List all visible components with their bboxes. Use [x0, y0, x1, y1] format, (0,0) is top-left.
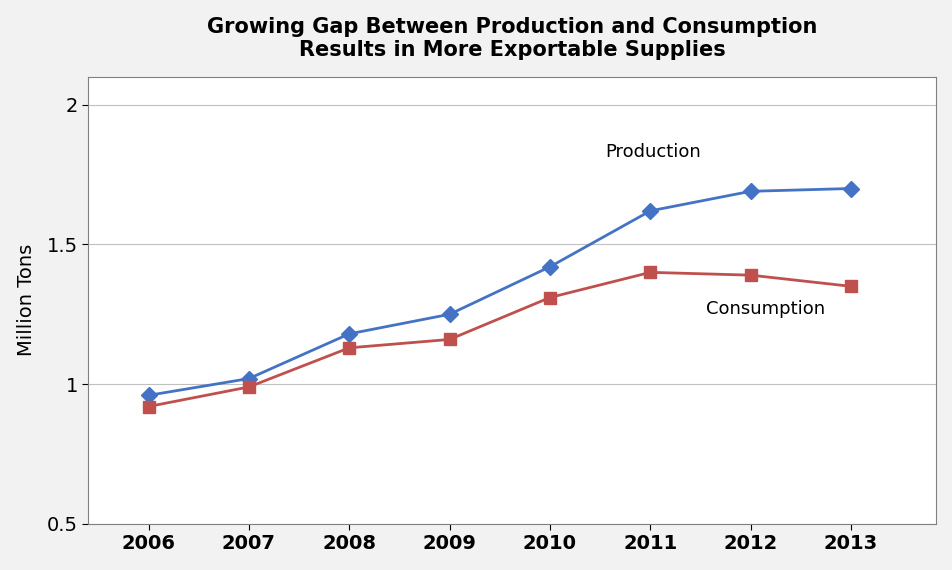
Consumption [444, 336, 455, 343]
Production [243, 375, 254, 382]
Text: Production: Production [605, 143, 700, 161]
Production [444, 311, 455, 317]
Text: Consumption: Consumption [704, 300, 823, 317]
Production [544, 263, 555, 270]
Consumption [243, 384, 254, 390]
Line: Consumption: Consumption [143, 267, 856, 412]
Production [744, 188, 756, 195]
Production [143, 392, 154, 399]
Title: Growing Gap Between Production and Consumption
Results in More Exportable Suppli: Growing Gap Between Production and Consu… [207, 17, 817, 60]
Production [343, 331, 354, 337]
Line: Production: Production [143, 183, 856, 401]
Consumption [544, 294, 555, 301]
Y-axis label: Million Tons: Million Tons [16, 244, 35, 356]
Production [844, 185, 856, 192]
Consumption [644, 269, 655, 276]
Production [644, 207, 655, 214]
Consumption [744, 272, 756, 279]
Consumption [343, 344, 354, 351]
Consumption [143, 403, 154, 410]
Consumption [844, 283, 856, 290]
